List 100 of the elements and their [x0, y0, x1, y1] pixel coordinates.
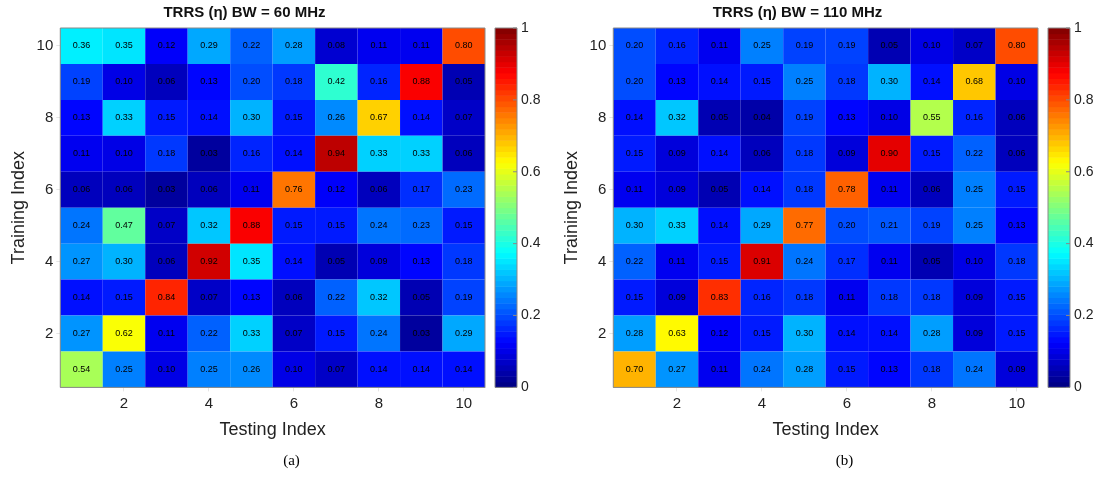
color-bar-label: 0.8 [1074, 90, 1094, 107]
color-bar-label: 0.2 [521, 306, 541, 323]
text: (b) [834, 452, 855, 469]
data-label: 0.11 [370, 40, 388, 51]
x-axis-title: Testing Index [219, 419, 326, 440]
data-label: 0.22 [965, 148, 984, 159]
data-label: 0.12 [710, 327, 729, 338]
data-label: 0.55 [923, 112, 941, 123]
data-label: 0.27 [72, 327, 91, 338]
data-label: 0.15 [838, 363, 856, 374]
color-bar-label: 0.8 [521, 90, 541, 107]
color-bar-label: 0 [521, 378, 529, 395]
data-label: 0.07 [327, 363, 346, 374]
data-label: 0.29 [753, 220, 771, 231]
x-tick-label: 8 [927, 393, 936, 411]
data-label: 0.13 [1008, 220, 1026, 231]
data-label: 0.32 [668, 112, 686, 123]
data-label: 0.18 [795, 292, 814, 303]
y-axis-title: Training Index [7, 151, 28, 265]
data-label: 0.10 [1008, 76, 1026, 87]
data-label: 0.14 [370, 363, 388, 374]
data-label: 0.06 [1008, 112, 1026, 123]
data-label: 0.06 [157, 76, 176, 87]
x-tick-label: 6 [842, 393, 852, 411]
data-label: 0.06 [1008, 148, 1026, 159]
color-bar-label: 0.4 [1074, 234, 1094, 251]
data-label: 0.18 [795, 184, 814, 195]
data-label: 0.07 [157, 220, 176, 231]
data-label: 0.29 [200, 40, 218, 51]
data-label: 0.77 [795, 220, 814, 231]
data-label: 0.88 [412, 76, 431, 87]
color-bar-label: 0.2 [1074, 306, 1094, 323]
chart-title: TRRS (η) BW = 110 MHz [712, 3, 883, 21]
data-label: 0.09 [668, 148, 686, 159]
data-label: 0.11 [838, 292, 856, 303]
data-label: 0.15 [285, 220, 303, 231]
data-label: 0.05 [327, 256, 346, 267]
data-label: 0.19 [838, 40, 856, 51]
data-label: 0.09 [370, 256, 388, 267]
data-label: 0.15 [327, 327, 346, 338]
data-label: 0.22 [242, 40, 261, 51]
data-label: 0.03 [157, 184, 176, 195]
data-label: 0.30 [115, 256, 133, 267]
data-label: 0.62 [115, 327, 133, 338]
data-label: 0.04 [753, 112, 771, 123]
data-label: 0.14 [455, 363, 473, 374]
data-label: 0.05 [880, 40, 899, 51]
data-label: 0.19 [795, 40, 814, 51]
data-label: 0.07 [285, 327, 303, 338]
data-label: 0.09 [965, 292, 984, 303]
data-label: 0.11 [73, 148, 90, 159]
data-label: 0.35 [115, 40, 133, 51]
y-tick-label: 8 [597, 107, 607, 125]
data-label: 0.28 [923, 327, 941, 338]
data-label: 0.14 [412, 363, 431, 374]
data-label: 0.26 [242, 363, 261, 374]
data-label: 0.14 [710, 76, 729, 87]
data-label: 0.25 [200, 363, 218, 374]
text: (a) [282, 452, 301, 469]
data-label: 0.33 [668, 220, 686, 231]
data-label: 0.11 [668, 256, 686, 267]
data-label: 0.80 [1008, 40, 1026, 51]
data-label: 0.13 [72, 112, 91, 123]
data-label: 0.09 [668, 184, 686, 195]
data-label: 0.92 [200, 256, 218, 267]
data-label: 0.63 [668, 327, 686, 338]
data-label: 0.27 [668, 363, 686, 374]
color-bar-label: 1 [521, 18, 529, 35]
data-label: 0.35 [242, 256, 261, 267]
data-label: 0.32 [370, 292, 388, 303]
data-label: 0.17 [838, 256, 856, 267]
data-label: 0.28 [285, 40, 303, 51]
data-label: 0.30 [625, 220, 644, 231]
data-label: 0.33 [242, 327, 261, 338]
chart-title: TRRS (η) BW = 60 MHz [163, 3, 326, 21]
color-bar-label: 0.6 [1074, 162, 1094, 179]
data-label: 0.33 [115, 112, 133, 123]
data-label: 0.15 [157, 112, 176, 123]
data-label: 0.15 [1008, 184, 1026, 195]
data-label: 0.84 [157, 292, 176, 303]
data-label: 0.14 [710, 220, 729, 231]
data-label: 0.11 [242, 184, 260, 195]
data-label: 0.10 [285, 363, 303, 374]
y-tick-label: 10 [36, 36, 54, 54]
data-label: 0.15 [115, 292, 133, 303]
data-label: 0.06 [923, 184, 941, 195]
data-label: 0.17 [412, 184, 431, 195]
x-tick-label: 4 [204, 393, 214, 411]
data-label: 0.80 [455, 40, 473, 51]
data-label: 0.14 [285, 256, 303, 267]
data-label: 0.24 [370, 220, 388, 231]
data-label: 0.13 [668, 76, 686, 87]
data-label: 0.15 [710, 256, 729, 267]
data-label: 0.11 [626, 184, 643, 195]
data-label: 0.91 [753, 256, 771, 267]
data-label: 0.27 [72, 256, 91, 267]
data-label: 0.70 [625, 363, 644, 374]
data-label: 0.19 [455, 292, 473, 303]
data-label: 0.14 [285, 148, 303, 159]
data-label: 0.16 [965, 112, 984, 123]
